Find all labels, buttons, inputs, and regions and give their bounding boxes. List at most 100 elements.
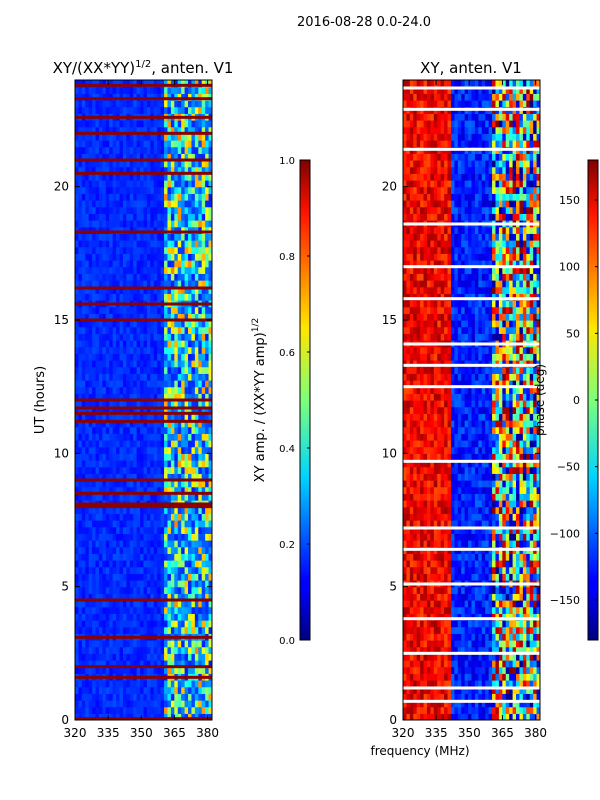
heatmap-cell <box>181 313 186 321</box>
heatmap-cell <box>177 466 182 474</box>
heatmap-cell <box>133 133 138 141</box>
heatmap-cell <box>109 426 114 434</box>
heatmap-cell <box>95 286 100 294</box>
heatmap-cell <box>481 713 486 720</box>
heatmap-cell <box>529 626 534 634</box>
heatmap-cell <box>85 353 90 361</box>
heatmap-cell <box>88 160 93 168</box>
heatmap-cell <box>98 253 103 261</box>
heatmap-cell <box>88 346 93 354</box>
heatmap-cell <box>495 686 500 694</box>
heatmap-cell <box>98 693 103 701</box>
heatmap-cell <box>208 233 212 241</box>
heatmap-cell <box>105 666 110 674</box>
heatmap-cell <box>105 240 110 248</box>
heatmap-cell <box>98 80 103 88</box>
heatmap-cell <box>205 233 210 241</box>
heatmap-cell <box>194 580 199 588</box>
heatmap-cell <box>181 600 186 608</box>
heatmap-cell <box>194 346 199 354</box>
heatmap-cell <box>420 646 425 654</box>
heatmap-cell <box>420 713 425 720</box>
heatmap-cell <box>143 646 148 654</box>
heatmap-cell <box>167 233 172 241</box>
heatmap-cell <box>478 666 483 674</box>
heatmap-cell <box>533 700 538 708</box>
heatmap-cell <box>167 120 172 128</box>
heatmap-cell <box>529 540 534 548</box>
heatmap-cell <box>471 560 476 568</box>
heatmap-cell <box>495 566 500 574</box>
heatmap-cell <box>136 220 141 228</box>
heatmap-cell <box>184 426 189 434</box>
heatmap-cell <box>450 646 455 654</box>
heatmap-cell <box>126 253 131 261</box>
heatmap-cell <box>95 380 100 388</box>
heatmap-cell <box>116 193 121 201</box>
heatmap-cell <box>78 473 83 481</box>
heatmap-cell <box>433 633 438 641</box>
heatmap-cell <box>129 553 134 561</box>
heatmap-cell <box>170 386 175 394</box>
heatmap-cell <box>495 633 500 641</box>
heatmap-cell <box>157 553 162 561</box>
heatmap-cell <box>181 340 186 348</box>
heatmap-cell <box>150 146 155 154</box>
heatmap-cell <box>191 253 196 261</box>
heatmap-cell <box>184 373 189 381</box>
heatmap-cell <box>485 693 490 701</box>
heatmap-cell <box>122 546 127 554</box>
heatmap-cell <box>95 193 100 201</box>
flagged-row <box>75 411 212 415</box>
heatmap-cell <box>426 660 431 668</box>
heatmap-cell <box>413 586 418 594</box>
heatmap-cell <box>198 546 203 554</box>
heatmap-cell <box>133 146 138 154</box>
heatmap-cell <box>461 553 466 561</box>
heatmap-cell <box>109 546 114 554</box>
flagged-row <box>75 491 212 495</box>
heatmap-cell <box>170 126 175 134</box>
heatmap-cell <box>194 486 199 494</box>
heatmap-cell <box>495 606 500 614</box>
heatmap-cell <box>413 560 418 568</box>
heatmap-cell <box>177 126 182 134</box>
heatmap-cell <box>194 160 199 168</box>
heatmap-cell <box>85 366 90 374</box>
heatmap-cell <box>150 506 155 514</box>
heatmap-cell <box>92 700 97 708</box>
heatmap-cell <box>102 266 107 274</box>
heatmap-cell <box>150 400 155 408</box>
heatmap-cell <box>205 380 210 388</box>
heatmap-cell <box>112 606 117 614</box>
heatmap-cell <box>105 193 110 201</box>
heatmap-cell <box>116 553 121 561</box>
heatmap-cell <box>177 306 182 314</box>
heatmap-cell <box>519 620 524 628</box>
heatmap-cell <box>205 426 210 434</box>
heatmap-cell <box>420 673 425 681</box>
heatmap-cell <box>170 360 175 368</box>
heatmap-cell <box>492 573 497 581</box>
heatmap-cell <box>119 400 124 408</box>
heatmap-cell <box>160 433 165 441</box>
heatmap-cell <box>95 513 100 521</box>
heatmap-cell <box>164 620 169 628</box>
heatmap-cell <box>88 213 93 221</box>
heatmap-cell <box>85 386 90 394</box>
heatmap-cell <box>95 566 100 574</box>
heatmap-cell <box>516 686 521 694</box>
heatmap-cell <box>143 666 148 674</box>
heatmap-cell <box>126 446 131 454</box>
heatmap-cell <box>126 293 131 301</box>
heatmap-cell <box>198 93 203 101</box>
heatmap-cell <box>488 660 493 668</box>
heatmap-cell <box>98 593 103 601</box>
heatmap-cell <box>75 233 80 241</box>
heatmap-cell <box>519 680 524 688</box>
heatmap-cell <box>112 613 117 621</box>
heatmap-cell <box>433 606 438 614</box>
heatmap-cell <box>109 80 114 88</box>
heatmap-cell <box>208 306 212 314</box>
heatmap-cell <box>495 540 500 548</box>
